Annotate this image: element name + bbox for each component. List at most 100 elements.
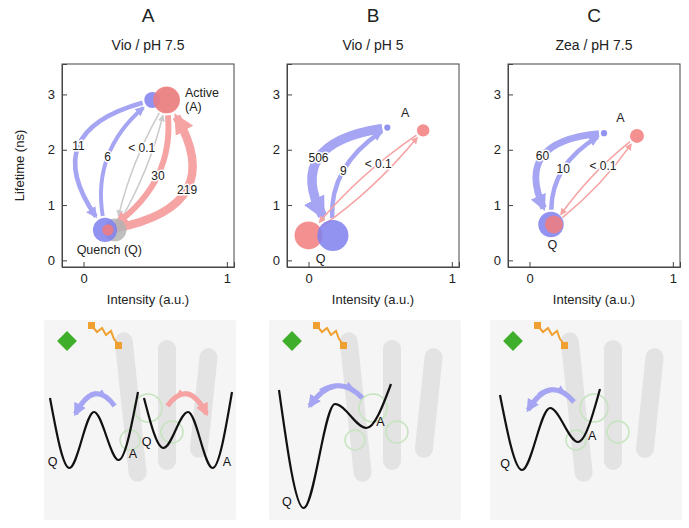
x-tick: 1 [449,262,456,286]
y-tick: 2 [273,142,292,157]
protein-helix [339,331,373,482]
protein-helix [383,340,401,470]
panel-title: Vio / pH 7.5 [112,37,185,53]
carotenoid-end [340,342,347,349]
y-tick-label: 2 [273,142,280,157]
transition-arrow [562,144,631,217]
state-point [630,129,644,143]
y-tick-mark [287,260,292,261]
state-point [601,130,607,136]
pigment-diamond [503,331,523,351]
rate-label: 506 [308,151,328,165]
well-label: A [129,447,138,461]
y-axis: 0 1 2 3 [273,65,292,269]
cartoon: QAQA [44,320,236,520]
y-axis-line [509,65,514,268]
x-tick-mark [227,262,228,267]
panel-letter: C [587,5,601,26]
x-tick-label: 1 [670,271,677,286]
state-point [384,124,390,130]
labels: 6010< 0.1QA [536,111,626,252]
y-tick: 1 [273,198,292,213]
cartoon-arrow [528,390,574,410]
y-axis: 0123 [494,65,513,269]
panel-title: Vio / pH 5 [342,37,403,53]
x-tick-label: 1 [224,271,231,286]
cartoon-arrow [75,394,114,414]
y-tick: 1 [48,198,67,213]
rate-label: 60 [536,149,550,163]
plot: 010123Intensity (a.u.)5069< 0.1QA [273,64,460,307]
y-tick-label: 2 [48,142,55,157]
x-tick-mark [309,262,310,267]
y-tick-mark [62,260,67,261]
cartoon: QA [269,320,461,520]
transition-arrow [116,115,168,223]
state-label-line: (A) [185,100,202,114]
transition-arrow [551,137,598,210]
x-axis-line [509,262,681,268]
y-tick-label: 0 [273,253,280,268]
cartoon-arrow [538,388,564,394]
carotenoid-end [115,342,122,349]
energy-landscape [50,392,138,468]
carotenoid-chain [92,326,118,344]
pigment-diamond [57,331,77,351]
x-tick-label: 1 [449,271,456,286]
state-label: Quench (Q) [77,243,142,257]
transition-arrow [332,132,381,218]
well-label: A [223,455,232,469]
state-point [154,87,179,112]
data-layer [75,87,193,242]
pigment-ring [386,421,408,443]
protein-helix [635,347,664,458]
labels: 116< 0.130219Quench (Q)Active(A) [72,86,219,257]
y-tick-mark [508,94,513,95]
x-axis: 01 [63,262,235,286]
y-tick-mark [287,94,292,95]
y-axis: 0 1 2 3 [48,65,67,269]
well-label: Q [282,495,292,509]
y-tick-label: 3 [273,87,280,102]
rate-label: < 0.1 [128,141,155,155]
carotenoid-end [88,322,95,329]
y-tick-mark [508,150,513,151]
state-point [102,224,113,235]
y-tick-label: 1 [494,198,501,213]
y-tick-label: 0 [48,253,55,268]
well-label: Q [48,455,58,469]
y-tick-mark [62,94,67,95]
state-label: A [401,106,410,120]
x-tick-mark [84,262,85,267]
x-tick-mark [673,262,674,267]
y-axis-line [288,65,293,268]
panel-letter: A [142,5,155,26]
y-tick-label: 0 [494,253,501,268]
rate-label: 219 [177,183,197,197]
y-tick-mark [508,205,513,206]
y-axis-title: Lifetime (ns) [12,130,27,202]
x-tick-label: 0 [526,271,533,286]
x-axis-title: Intensity (a.u.) [553,292,635,307]
y-tick-label: 3 [48,87,55,102]
protein-helix [189,347,218,458]
cartoon-arrow [177,392,196,398]
cartoon-background [269,320,461,520]
state-label: Active(A) [185,86,219,114]
energy-landscape [144,392,232,468]
x-axis: 01 [288,262,460,286]
well-label: A [588,429,597,443]
y-tick-mark [287,150,292,151]
x-axis-line [288,262,460,268]
y-tick: 0 [48,253,67,268]
x-tick: 1 [670,262,677,286]
well-label: Q [142,435,152,449]
y-tick: 3 [48,87,67,102]
protein-helix [414,347,443,458]
states [295,124,430,251]
y-tick-label: 2 [494,142,501,157]
well-label: Q [500,457,510,471]
state-point [153,87,180,114]
y-tick: 1 [494,198,513,213]
x-tick-label: 0 [80,271,87,286]
